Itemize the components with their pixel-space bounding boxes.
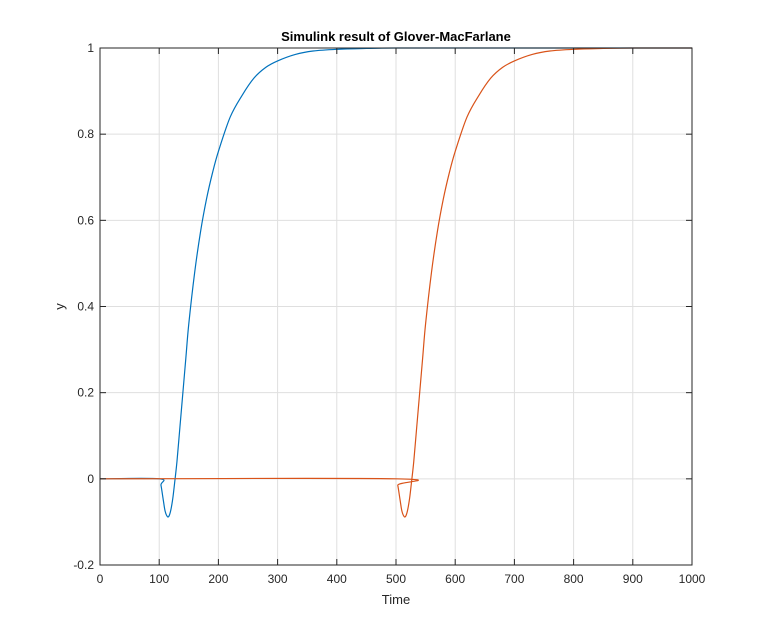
y-tick-label: -0.2: [73, 558, 94, 572]
axis-ticks: 0 100 200 300 400 500 600 700 800 900 1000-0.200.2…: [73, 41, 705, 586]
x-tick-label: 700: [504, 572, 524, 586]
y-tick-label: 0.6: [77, 213, 94, 227]
x-tick-label: 900: [623, 572, 643, 586]
y-axis-label: y: [52, 303, 67, 310]
x-tick-label: 800: [564, 572, 584, 586]
x-tick-label: 400: [327, 572, 347, 586]
x-tick-label: 300: [268, 572, 288, 586]
chart-title: Simulink result of Glover-MacFarlane: [281, 29, 511, 44]
x-tick-label: 0: [97, 572, 104, 586]
grid-lines: [99, 47, 693, 566]
y-tick-label: 0.4: [77, 300, 94, 314]
x-tick-label: 100: [149, 572, 169, 586]
y-tick-label: 0.8: [77, 127, 94, 141]
x-tick-label: 500: [386, 572, 406, 586]
y-tick-label: 1: [87, 41, 94, 55]
x-tick-label: 1000: [679, 572, 706, 586]
series-line-2: [99, 47, 692, 518]
y-tick-label: 0.2: [77, 386, 94, 400]
x-axis-label: Time: [382, 592, 410, 607]
x-tick-label: 200: [208, 572, 228, 586]
x-tick-label: 600: [445, 572, 465, 586]
y-tick-label: 0: [87, 472, 94, 486]
